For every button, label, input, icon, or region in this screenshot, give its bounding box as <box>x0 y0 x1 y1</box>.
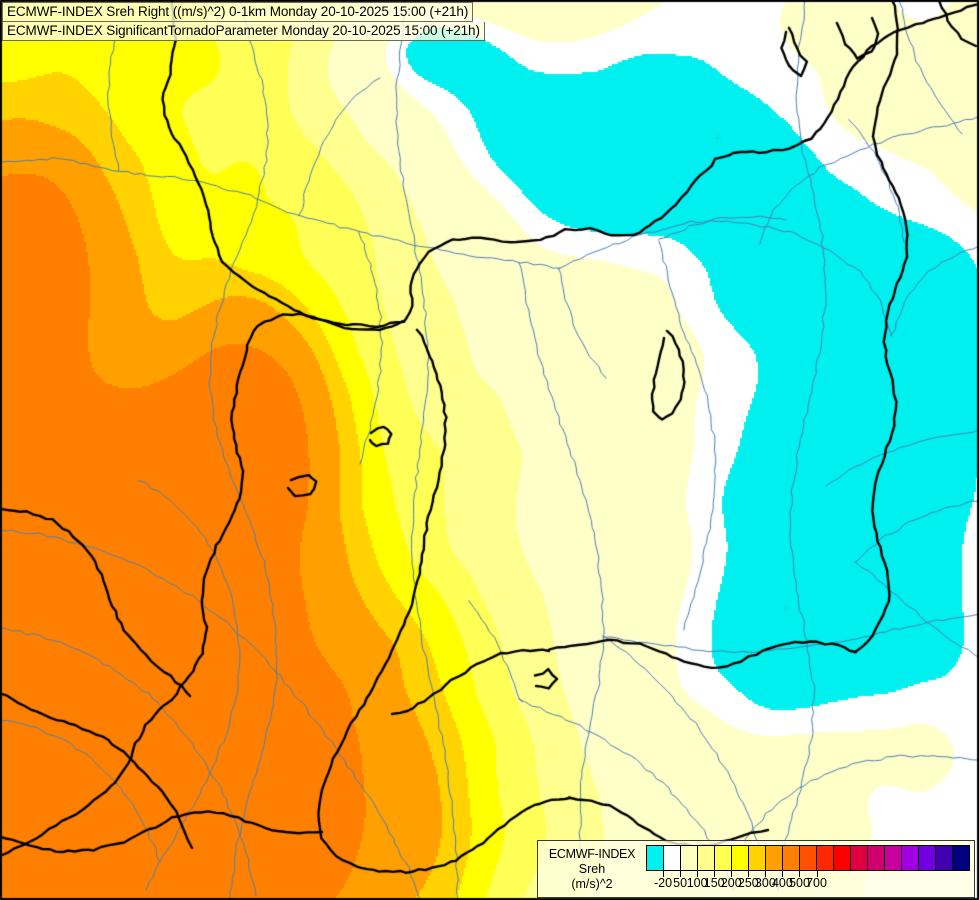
legend-swatch-0 <box>647 846 664 870</box>
legend-tick-6 <box>765 871 767 877</box>
legend-swatch-1 <box>664 846 681 870</box>
legend-swatch-11 <box>834 846 851 870</box>
legend-tick-label-9: 700 <box>806 876 827 890</box>
legend-tick-label-5: 250 <box>737 876 759 890</box>
legend-tick-label-0: -20 <box>654 876 673 890</box>
legend-tick-label-2: 100 <box>686 876 708 890</box>
legend-swatch-12 <box>851 846 868 870</box>
map-title-stack: ECMWF-INDEX Sreh Right ((m/s)^2) 0-1km M… <box>2 2 485 41</box>
legend-swatch-16 <box>919 846 936 870</box>
legend-caption: ECMWF-INDEX Sreh (m/s)^2 <box>538 841 646 897</box>
legend-tick-label-4: 200 <box>720 876 742 890</box>
color-scale-legend: ECMWF-INDEX Sreh (m/s)^2 -20 50 100 150 200 2… <box>537 840 975 898</box>
legend-swatch-17 <box>936 846 953 870</box>
legend-units: (m/s)^2 <box>571 877 613 891</box>
legend-tick-label-8: 500 <box>789 876 810 890</box>
legend-tick-9 <box>816 871 818 877</box>
legend-tick-2 <box>697 871 699 877</box>
legend-model-name: ECMWF-INDEX <box>548 847 636 861</box>
legend-swatch-6 <box>749 846 766 870</box>
legend-tick-1 <box>680 871 682 877</box>
legend-tick-7 <box>782 871 784 877</box>
legend-swatch-14 <box>885 846 902 870</box>
legend-tick-label-7: 400 <box>771 876 793 890</box>
legend-swatch-18 <box>953 846 969 870</box>
legend-swatch-5 <box>732 846 749 870</box>
legend-parameter-name: Sreh <box>578 862 606 876</box>
legend-color-swatches <box>646 845 970 871</box>
legend-swatch-7 <box>766 846 783 870</box>
legend-tick-8 <box>799 871 801 877</box>
legend-tick-labels: -20 50 100 150 200 250 300 400 500 700 <box>646 871 970 895</box>
legend-swatch-2 <box>681 846 698 870</box>
legend-swatch-15 <box>902 846 919 870</box>
legend-tick-0 <box>663 871 665 877</box>
legend-tick-label-1: 50 <box>673 876 688 890</box>
legend-tick-label-6: 300 <box>754 876 776 890</box>
legend-swatch-4 <box>715 846 732 870</box>
legend-tick-4 <box>731 871 733 877</box>
map-title-secondary: ECMWF-INDEX SignificantTornadoParameter … <box>2 22 485 41</box>
legend-tick-label-3: 150 <box>703 876 725 890</box>
legend-swatch-10 <box>817 846 834 870</box>
legend-tick-3 <box>714 871 716 877</box>
map-title-primary: ECMWF-INDEX Sreh Right ((m/s)^2) 0-1km M… <box>2 2 474 22</box>
legend-tick-5 <box>748 871 750 877</box>
legend-scale: -20 50 100 150 200 250 300 400 500 700 <box>646 841 974 897</box>
legend-swatch-3 <box>698 846 715 870</box>
legend-swatch-13 <box>868 846 885 870</box>
legend-swatch-9 <box>800 846 817 870</box>
legend-swatch-8 <box>783 846 800 870</box>
